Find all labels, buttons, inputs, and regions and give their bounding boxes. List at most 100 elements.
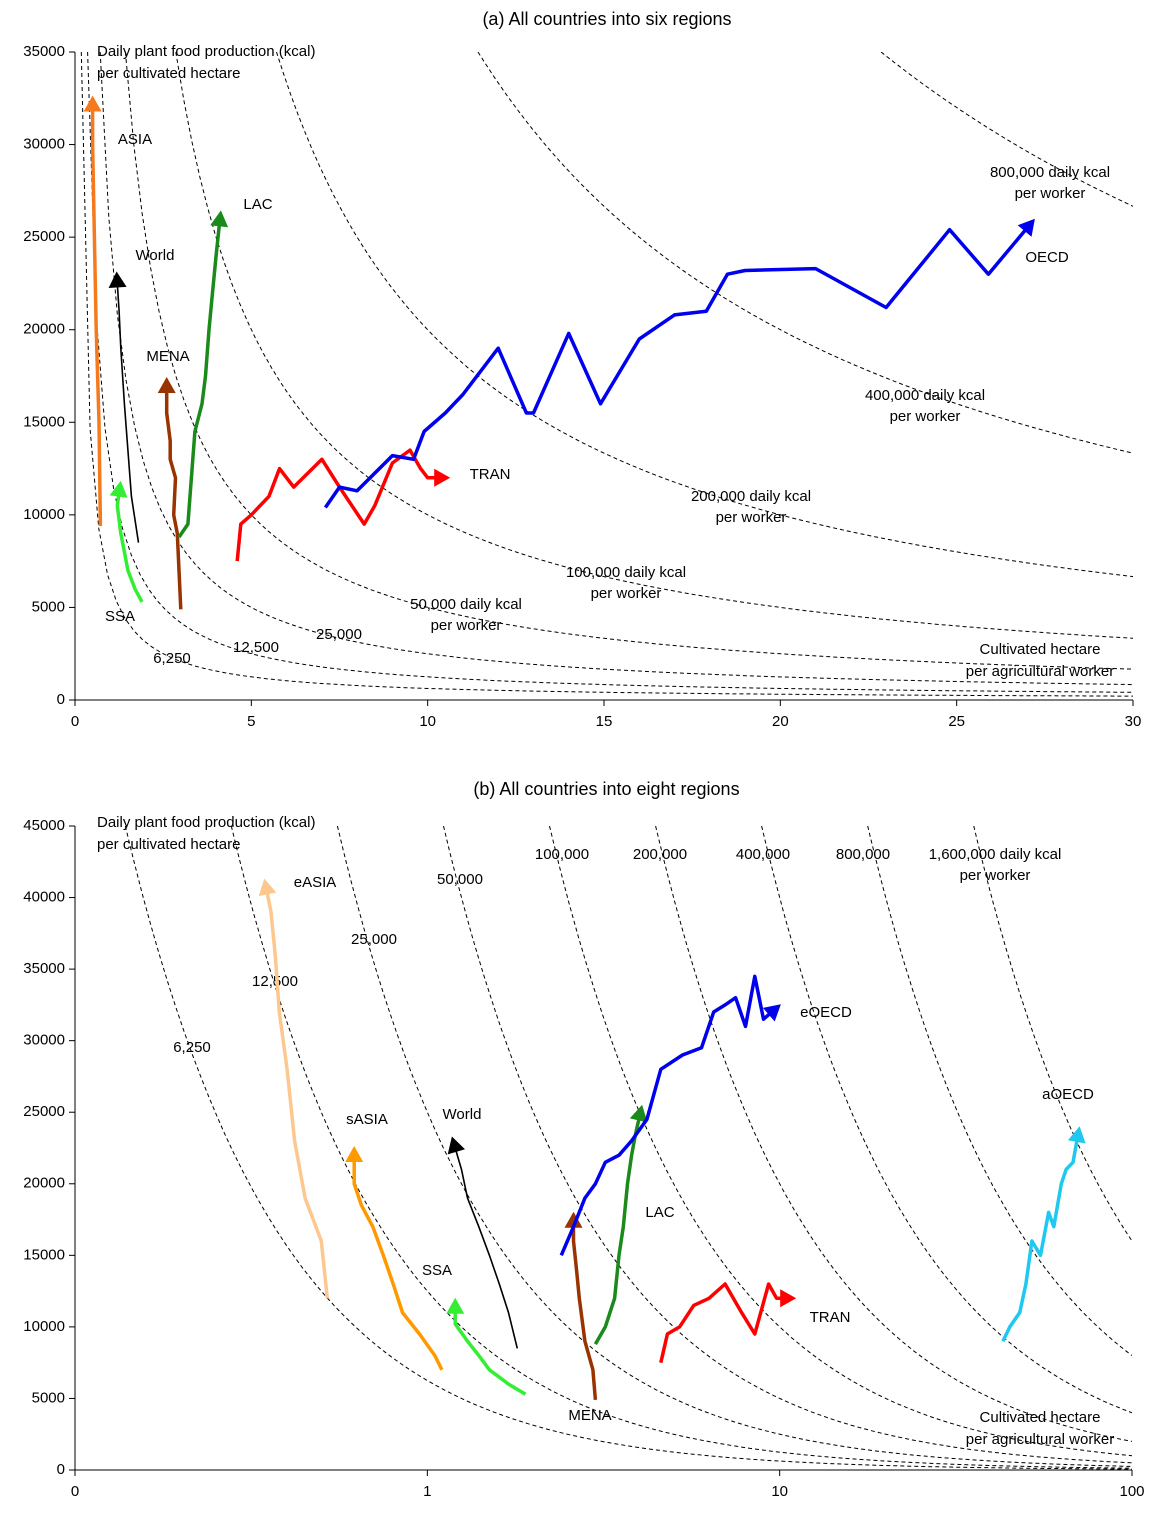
isoline — [880, 52, 1133, 207]
series-label: LAC — [645, 1204, 674, 1221]
isoline-label: 12,500 — [252, 973, 298, 990]
y-tick-label: 20000 — [23, 1175, 65, 1192]
isoline-label: 800,000 — [836, 846, 890, 863]
x-tick-label: 25 — [948, 713, 965, 730]
x-tick-label: 0 — [71, 1483, 79, 1500]
y-tick-label: 20000 — [23, 321, 65, 338]
isoline — [761, 826, 1132, 1414]
isoline-label: 25,000 — [351, 931, 397, 948]
y-tick-label: 5000 — [32, 598, 65, 615]
series-label: TRAN — [810, 1309, 851, 1326]
isoline-label: per worker — [716, 509, 787, 526]
isoline-label: 12,500 — [233, 639, 279, 656]
series-line — [116, 283, 140, 543]
isoline — [477, 52, 1133, 454]
arrow-head — [629, 1104, 648, 1123]
isoline-label: 100,000 — [535, 846, 589, 863]
series-line — [164, 389, 183, 610]
isoline-label: per worker — [431, 617, 502, 634]
y-tick-label: 0 — [57, 691, 65, 708]
arrow-head — [258, 878, 277, 897]
x-tick-label: 20 — [772, 713, 789, 730]
series-line — [453, 1309, 527, 1396]
y-tick-label: 45000 — [23, 817, 65, 834]
x-tick-label: 5 — [247, 713, 255, 730]
y-tick-label: 40000 — [23, 889, 65, 906]
series-line — [235, 448, 439, 562]
series-line — [593, 1116, 642, 1345]
isoline-label: 100,000 daily kcal — [566, 564, 686, 581]
arrow-head — [1067, 1126, 1086, 1144]
isoline-label: per worker — [960, 867, 1031, 884]
arrow-head — [762, 1004, 781, 1022]
series-label: LAC — [243, 196, 272, 213]
arrow-head — [564, 1211, 583, 1228]
isoline-label: 400,000 daily kcal — [865, 387, 985, 404]
y-tick-label: 30000 — [23, 136, 65, 153]
x-axis-label: Cultivated hectare — [980, 641, 1101, 658]
series-label: sASIA — [346, 1111, 388, 1128]
isoline-label: 200,000 daily kcal — [691, 488, 811, 505]
series-line — [1001, 1137, 1080, 1342]
arrow-head — [447, 1136, 465, 1155]
y-tick-label: 10000 — [23, 1318, 65, 1335]
isoline — [973, 826, 1132, 1242]
isoline-label: 200,000 — [633, 846, 687, 863]
series-label: eOECD — [800, 1004, 852, 1021]
arrow-head — [345, 1146, 364, 1162]
y-tick-label: 0 — [57, 1461, 65, 1478]
y-tick-label: 25000 — [23, 228, 65, 245]
series-line — [559, 974, 773, 1256]
isoline-label: 6,250 — [153, 650, 191, 667]
x-tick-label: 10 — [771, 1483, 788, 1500]
x-tick-label: 0 — [71, 713, 79, 730]
x-tick-label: 30 — [1125, 713, 1142, 730]
arrow-head — [446, 1297, 465, 1314]
series-label: World — [443, 1106, 482, 1123]
series-label: MENA — [146, 348, 189, 365]
y-tick-label: 15000 — [23, 413, 65, 430]
isoline — [655, 826, 1132, 1442]
y-tick-label: 5000 — [32, 1389, 65, 1406]
y-tick-label: 30000 — [23, 1032, 65, 1049]
isoline — [124, 826, 1132, 1470]
series-line — [323, 226, 1029, 509]
isoline-label: 6,250 — [173, 1039, 211, 1056]
y-axis-label: per cultivated hectare — [97, 65, 240, 82]
arrow-head — [108, 271, 127, 288]
y-tick-label: 10000 — [23, 506, 65, 523]
y-tick-label: 25000 — [23, 1103, 65, 1120]
arrow-head — [780, 1289, 797, 1308]
series-label: TRAN — [470, 466, 511, 483]
x-axis-label: per agricultural worker — [966, 1431, 1114, 1448]
series-label: OECD — [1025, 249, 1069, 266]
x-tick-label: 15 — [596, 713, 613, 730]
arrow-head — [434, 468, 451, 487]
arrow-head — [83, 95, 102, 112]
isoline-label: per worker — [890, 408, 961, 425]
arrow-head — [210, 210, 229, 228]
series-label: MENA — [568, 1407, 611, 1424]
isoline — [230, 826, 1132, 1469]
series-line — [454, 1147, 519, 1349]
isoline — [99, 52, 1133, 686]
series-line — [177, 222, 222, 539]
arrow-head — [157, 377, 176, 393]
series-line — [90, 107, 103, 527]
isoline — [87, 52, 1133, 693]
x-tick-label: 10 — [419, 713, 436, 730]
y-axis-label: per cultivated hectare — [97, 836, 240, 853]
chart-title: (b) All countries into eight regions — [473, 779, 739, 799]
isoline-label: 800,000 daily kcal — [990, 164, 1110, 181]
isoline-label: 400,000 — [736, 846, 790, 863]
series-label: SSA — [422, 1262, 452, 1279]
series-line — [571, 1223, 598, 1401]
x-tick-label: 1 — [423, 1483, 431, 1500]
x-axis-label: Cultivated hectare — [980, 1409, 1101, 1426]
isoline — [336, 826, 1132, 1467]
isoline-label: per worker — [1015, 185, 1086, 202]
y-tick-label: 35000 — [23, 960, 65, 977]
series-line — [659, 1282, 785, 1364]
series-label: World — [136, 247, 175, 264]
